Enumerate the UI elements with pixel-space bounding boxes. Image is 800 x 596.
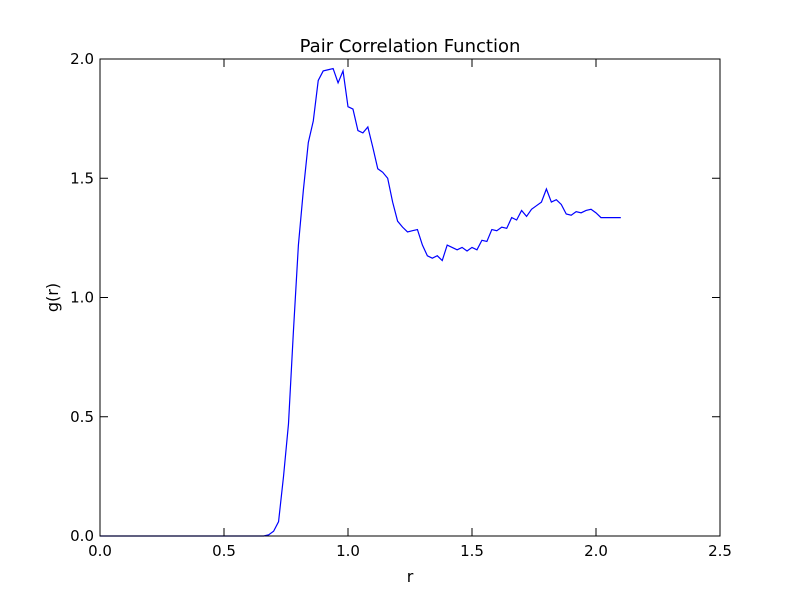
plot-area xyxy=(100,67,621,537)
x-axis-ticks: 0.0 0.5 1.0 1.5 2.0 2.5 xyxy=(88,59,732,560)
y-tick-label: 2.0 xyxy=(70,50,94,68)
y-axis-label: g(r) xyxy=(43,283,62,312)
y-tick-label: 1.0 xyxy=(70,289,94,307)
y-tick-label: 1.5 xyxy=(70,169,94,187)
x-tick-label: 0.5 xyxy=(212,542,236,560)
series-line-g-r xyxy=(100,67,621,537)
y-tick-label: 0.0 xyxy=(70,527,94,545)
x-tick-label: 2.5 xyxy=(708,542,732,560)
x-tick-label: 2.0 xyxy=(584,542,608,560)
x-tick-label: 0.0 xyxy=(88,542,112,560)
chart-title: Pair Correlation Function xyxy=(300,36,521,57)
x-axis-label: r xyxy=(407,567,414,586)
y-tick-label: 0.5 xyxy=(70,408,94,426)
y-axis-ticks: 0.0 0.5 1.0 1.5 2.0 xyxy=(70,50,720,545)
axes-frame xyxy=(99,58,721,537)
x-tick-label: 1.5 xyxy=(460,542,484,560)
x-tick-label: 1.0 xyxy=(336,542,360,560)
